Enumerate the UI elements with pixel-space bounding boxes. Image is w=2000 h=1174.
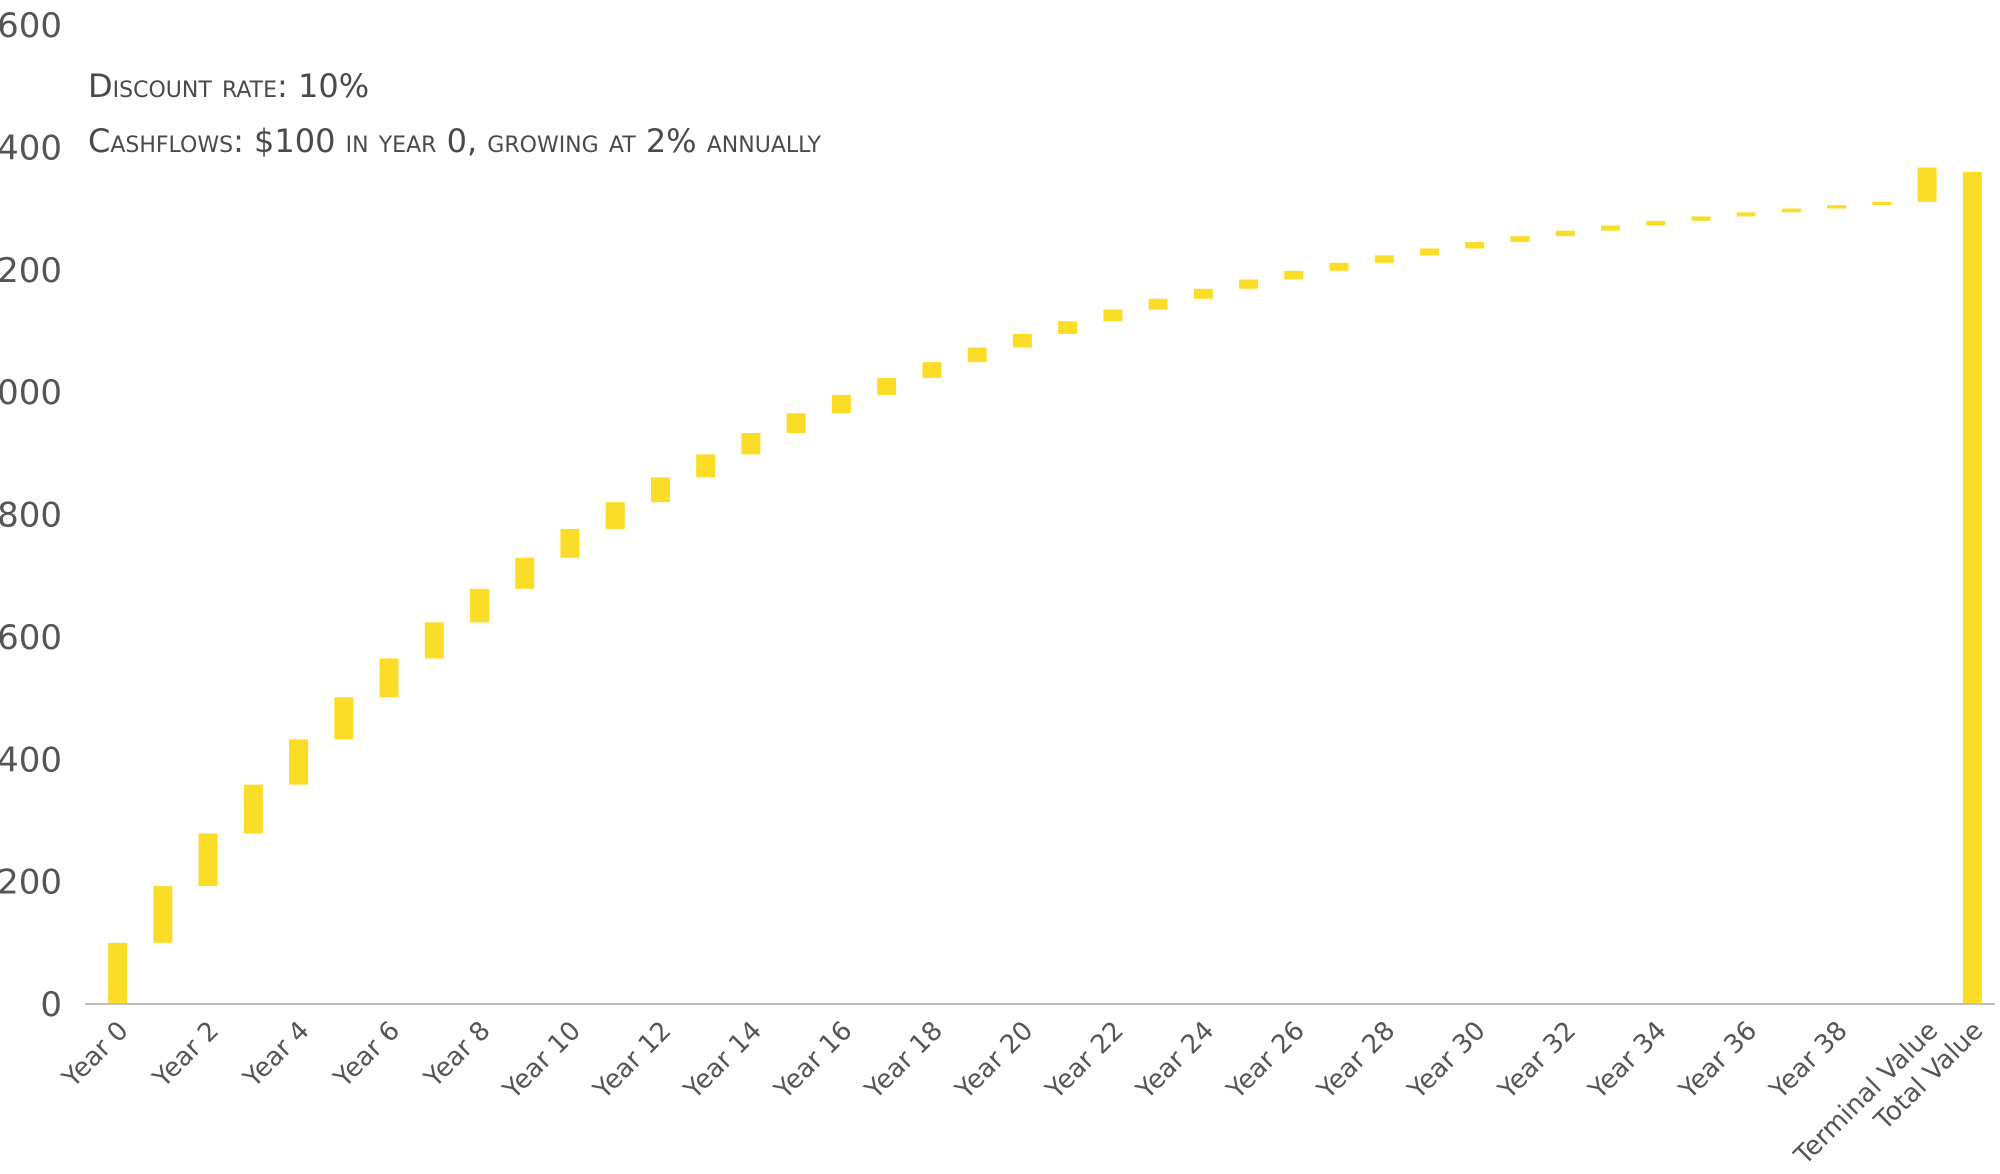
waterfall-bar [515, 557, 535, 589]
x-tick-label: Year 4 [237, 1016, 315, 1094]
x-tick-label: Year 38 [1764, 1016, 1854, 1106]
y-tick-label: 0 [40, 985, 62, 1025]
waterfall-bar [877, 377, 897, 395]
waterfall-bar [1646, 220, 1666, 226]
x-tick-label: Year 12 [587, 1016, 677, 1106]
x-tick-label: Year 2 [147, 1016, 225, 1094]
x-tick-label: Year 8 [418, 1016, 496, 1094]
x-tick-label: Year 18 [859, 1016, 949, 1106]
waterfall-bar [922, 362, 942, 378]
x-tick-label: Year 36 [1673, 1016, 1763, 1106]
waterfall-bar [108, 942, 128, 1004]
y-tick-label: 600 [0, 618, 62, 658]
x-tick-label: Year 14 [678, 1016, 768, 1106]
waterfall-bar [1284, 270, 1304, 280]
waterfall-bar [967, 347, 987, 363]
x-axis: Year 0 Year 2 Year 4 Year 6 Year 8 Year 10 Yea… [56, 1016, 1989, 1172]
x-tick-label: Year 6 [328, 1016, 406, 1094]
waterfall-bar [650, 477, 670, 503]
waterfall-bar [786, 413, 806, 434]
waterfall-bar [1555, 230, 1575, 237]
x-tick-label: Year 10 [497, 1016, 587, 1106]
waterfall-bar [1827, 205, 1847, 209]
x-tick-label: Year 24 [1130, 1016, 1220, 1106]
bars [108, 167, 1982, 1005]
waterfall-bar [1420, 248, 1440, 256]
waterfall-bar [153, 886, 173, 943]
x-tick-label: Year 20 [949, 1016, 1039, 1106]
waterfall-bar [1872, 201, 1892, 206]
y-tick-label: 800 [0, 496, 62, 536]
waterfall-bar [1465, 242, 1485, 249]
waterfall-bar [424, 622, 444, 659]
x-tick-label: Year 28 [1311, 1016, 1401, 1106]
x-tick-label: Year 30 [1402, 1016, 1492, 1106]
y-tick-label: 200 [0, 863, 62, 903]
waterfall-bar [1058, 321, 1078, 334]
x-tick-label: Year 22 [1040, 1016, 1130, 1106]
waterfall-bar [1374, 255, 1394, 263]
x-tick-label: Year 34 [1583, 1016, 1673, 1106]
waterfall-bar [1917, 167, 1937, 202]
y-tick-label: 1200 [0, 251, 62, 291]
waterfall-bar [334, 697, 354, 740]
waterfall-bar [379, 658, 399, 698]
y-axis: 0 200 400 600 800 1000 1200 1400 1600 [0, 6, 62, 1025]
waterfall-bar [696, 454, 716, 478]
waterfall-bar [1781, 208, 1801, 213]
x-tick-label: Year 0 [56, 1016, 134, 1094]
discount-rate-annotation: Discount rate: 10% [88, 67, 369, 105]
waterfall-bar [1736, 212, 1756, 217]
waterfall-bar [1691, 216, 1711, 221]
waterfall-bar [1239, 279, 1259, 289]
waterfall-bar [289, 739, 309, 785]
x-tick-label: Year 16 [768, 1016, 858, 1106]
waterfall-bar [1148, 298, 1168, 310]
waterfall-bar [470, 588, 490, 623]
waterfall-bar [1962, 171, 1982, 1005]
waterfall-bar [198, 833, 218, 887]
y-tick-label: 400 [0, 740, 62, 780]
cashflows-annotation: Cashflows: $100 in year 0, growing at 2%… [88, 122, 821, 160]
waterfall-bar [1103, 309, 1123, 322]
y-tick-label: 1400 [0, 128, 62, 168]
waterfall-bar [1329, 262, 1349, 271]
waterfall-bar [741, 433, 761, 455]
waterfall-bar [831, 394, 851, 414]
waterfall-bar [1193, 288, 1213, 299]
waterfall-bar [243, 784, 263, 834]
y-tick-label: 1000 [0, 373, 62, 413]
waterfall-bar [560, 528, 580, 558]
waterfall-bar [1600, 225, 1620, 231]
x-tick-label: Year 32 [1492, 1016, 1582, 1106]
y-tick-label: 1600 [0, 6, 62, 46]
x-tick-label: Year 26 [1221, 1016, 1311, 1106]
waterfall-bar [605, 502, 625, 529]
waterfall-bar [1012, 333, 1032, 348]
waterfall-bar [1510, 236, 1530, 243]
